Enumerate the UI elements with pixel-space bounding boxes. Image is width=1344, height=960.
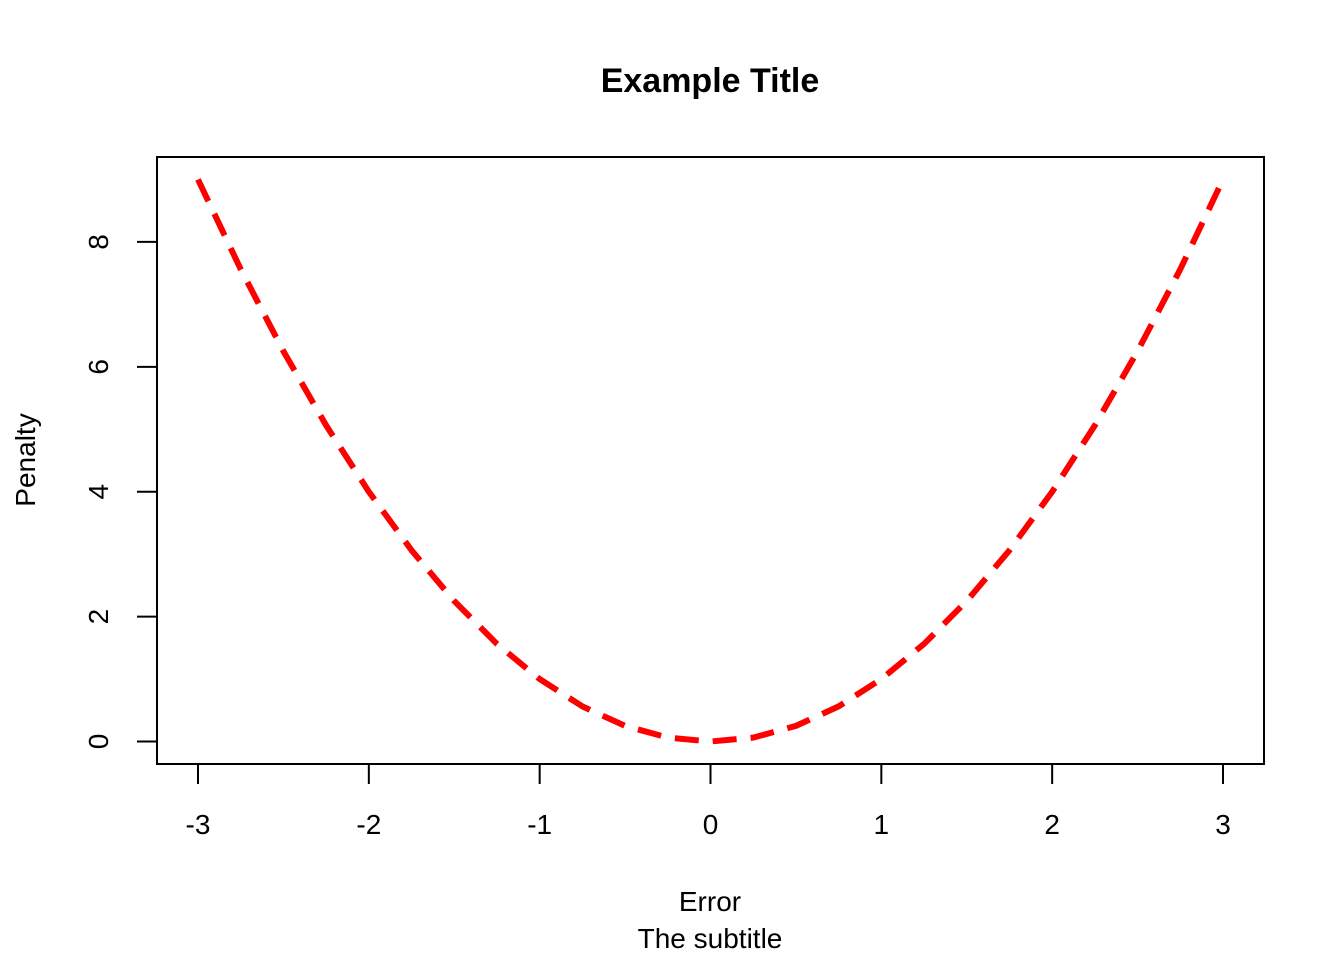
x-tick-label: 2 <box>1044 809 1060 840</box>
x-tick-label: 0 <box>703 809 719 840</box>
x-axis-label: Error <box>679 886 741 917</box>
y-axis: 0 2 4 6 8 <box>83 234 158 750</box>
x-tick-label: -1 <box>527 809 552 840</box>
y-tick-label: 0 <box>83 734 114 750</box>
y-tick-label: 6 <box>83 359 114 375</box>
y-tick-label: 4 <box>83 484 114 500</box>
x-axis: -3 -2 -1 0 1 2 3 <box>186 763 1231 840</box>
x-tick-label: 3 <box>1215 809 1231 840</box>
plot-frame <box>156 156 1265 765</box>
y-tick-label: 2 <box>83 609 114 625</box>
chart-title: Example Title <box>601 62 820 100</box>
y-axis-label: Penalty <box>10 413 41 506</box>
x-tick-label: 1 <box>874 809 890 840</box>
series-layer <box>195 178 1226 745</box>
y-tick-label: 8 <box>83 234 114 250</box>
chart-subtitle: The subtitle <box>638 923 783 954</box>
series-line-0 <box>195 178 1226 745</box>
x-tick-label: -2 <box>356 809 381 840</box>
x-tick-label: -3 <box>186 809 211 840</box>
